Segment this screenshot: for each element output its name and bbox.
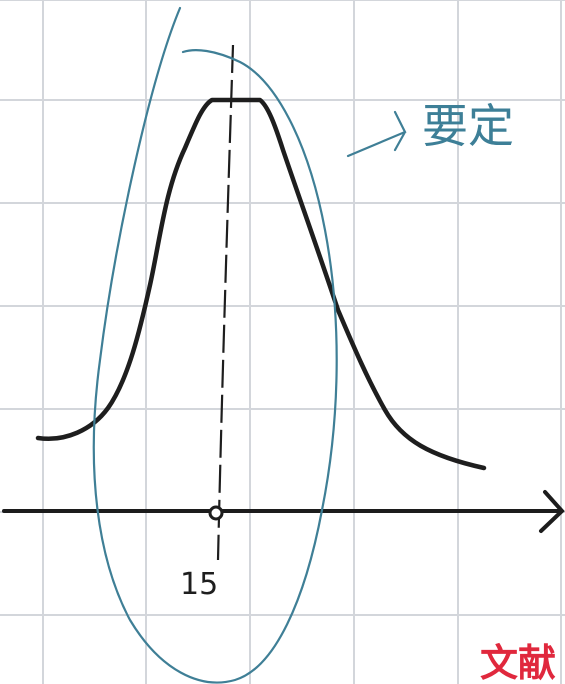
red-stamp: 文献	[480, 641, 556, 684]
handwritten-note: 要定	[422, 99, 514, 153]
center-dashed-line	[216, 44, 235, 561]
center-point	[208, 505, 224, 521]
x-axis-arrowhead	[539, 490, 565, 533]
note-arrow	[346, 110, 407, 158]
center-tick-label: 15	[180, 567, 218, 602]
annotation-loop	[92, 6, 338, 684]
bell-curve	[35, 97, 487, 471]
